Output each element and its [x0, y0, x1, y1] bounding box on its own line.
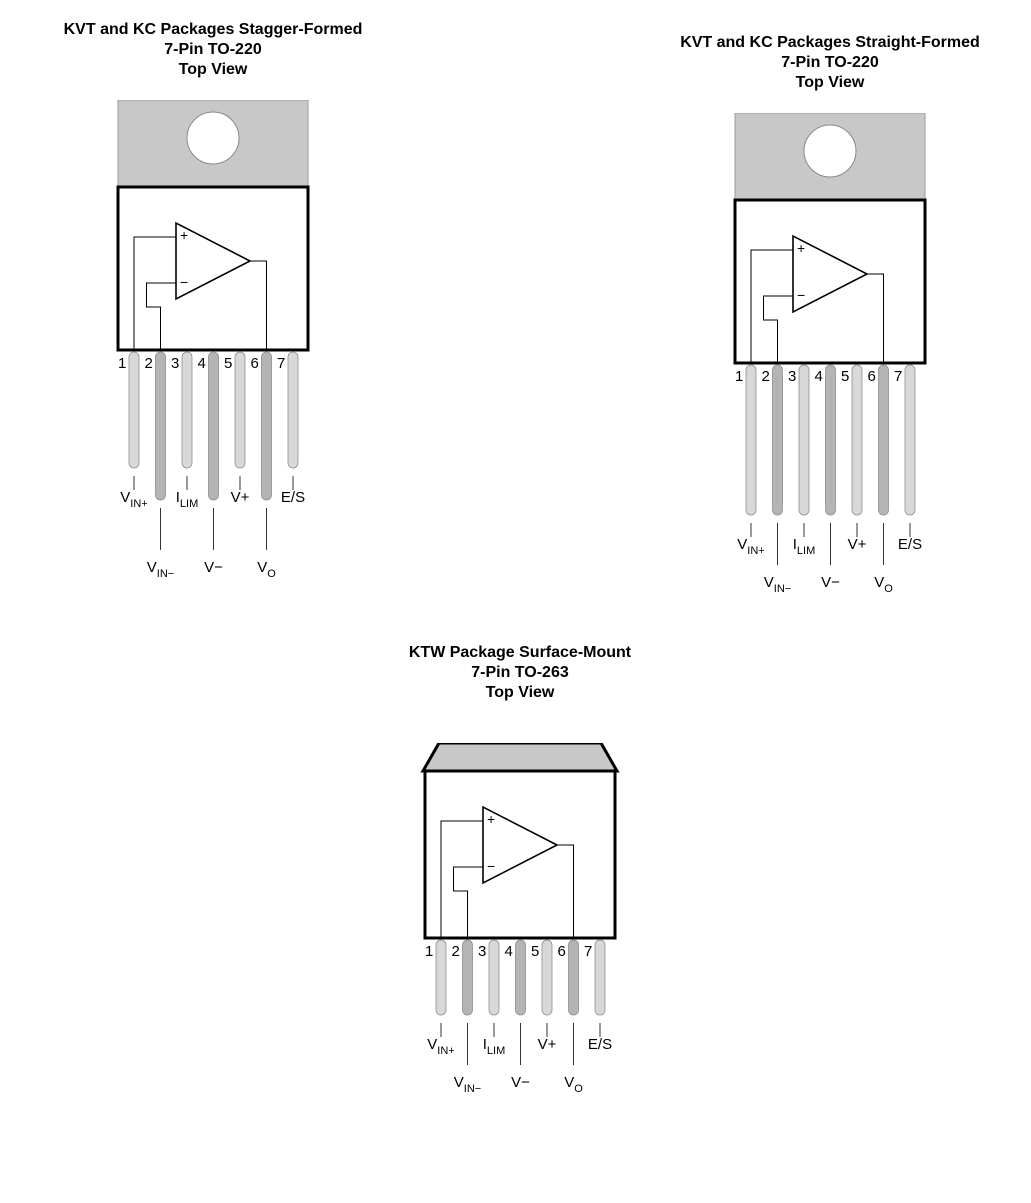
- title-line-1: KVT and KC Packages Stagger-Formed: [63, 21, 363, 38]
- pin-label: VIN−: [764, 574, 791, 595]
- package-title: KVT and KC Packages Straight-Formed 7-Pi…: [637, 33, 1023, 93]
- pin-label: ILIM: [483, 1036, 506, 1057]
- pin-lead: [878, 364, 889, 516]
- pin-lead: [488, 939, 500, 1016]
- pin-label: VIN+: [427, 1036, 454, 1057]
- pin-number: 1: [118, 355, 126, 372]
- mounting-hole-icon: [803, 124, 857, 178]
- heatsink-tab: [420, 743, 620, 773]
- pin-label: VIN−: [147, 559, 174, 580]
- pin-number: 3: [478, 943, 486, 960]
- wire-inverting-input: [453, 866, 483, 938]
- pin-label: VO: [874, 574, 893, 595]
- pin-number: 1: [735, 368, 743, 385]
- title-line-1: KTW Package Surface-Mount: [408, 644, 632, 661]
- pin-number: 3: [788, 368, 796, 385]
- pin-lead: [594, 939, 606, 1016]
- wire-inverting-input: [763, 295, 793, 363]
- pin-number: 6: [251, 355, 259, 372]
- pin-lead: [825, 364, 836, 516]
- pin-label: VO: [257, 559, 276, 580]
- pin-number: 4: [198, 355, 206, 372]
- pin-label: V−: [511, 1074, 530, 1091]
- wire-noninverting-input: [440, 820, 483, 938]
- pin-label: V−: [204, 559, 223, 576]
- wire-output: [557, 844, 574, 938]
- pin-number: 2: [762, 368, 770, 385]
- pin-number: 2: [145, 355, 153, 372]
- pin-label: VIN+: [120, 489, 147, 510]
- title-line-1: KVT and KC Packages Straight-Formed: [680, 34, 980, 51]
- pin-label: VIN−: [454, 1074, 481, 1095]
- wire-noninverting-input: [750, 249, 793, 363]
- pin-lead: [541, 939, 553, 1016]
- pin-lead: [462, 939, 473, 1016]
- opamp-minus-label: −: [797, 287, 805, 303]
- pin-lead: [234, 351, 246, 469]
- pin-lead: [287, 351, 299, 469]
- pin-lead: [904, 364, 916, 516]
- pin-number: 4: [505, 943, 513, 960]
- package-title: KTW Package Surface-Mount 7-Pin TO-263 T…: [327, 643, 713, 703]
- pin-lead: [568, 939, 579, 1016]
- opamp-minus-label: −: [487, 858, 495, 874]
- mounting-hole-icon: [186, 111, 240, 165]
- wire-output: [867, 273, 884, 363]
- opamp-icon: [792, 234, 869, 314]
- pin-lead: [745, 364, 757, 516]
- pin-label: E/S: [281, 489, 305, 506]
- pin-label: ILIM: [176, 489, 199, 510]
- pin-lead: [155, 351, 166, 501]
- pin-lead: [128, 351, 140, 469]
- opamp-plus-label: +: [797, 240, 805, 256]
- pin-label: VIN+: [737, 536, 764, 557]
- pin-lead: [851, 364, 863, 516]
- opamp-minus-label: −: [180, 274, 188, 290]
- pin-lead: [181, 351, 193, 469]
- pin-lead: [798, 364, 810, 516]
- opamp-icon: [482, 805, 559, 885]
- title-line-3: Top View: [795, 74, 865, 91]
- package-drawing: + − 1 VIN+ 2 VIN− 3 ILIM 4 V− 5 V+ 6 VO 7 E/S: [733, 113, 927, 595]
- pin-label: V+: [848, 536, 867, 553]
- title-line-2: 7-Pin TO-263: [471, 664, 569, 681]
- pin-label: ILIM: [793, 536, 816, 557]
- title-line-3: Top View: [178, 61, 248, 78]
- pin-label: V−: [821, 574, 840, 591]
- opamp-plus-label: +: [180, 227, 188, 243]
- pin-lead: [515, 939, 526, 1016]
- wire-inverting-input: [146, 282, 176, 350]
- pin-label: E/S: [898, 536, 922, 553]
- pin-number: 6: [868, 368, 876, 385]
- opamp-plus-label: +: [487, 811, 495, 827]
- pin-lead: [772, 364, 783, 516]
- pin-label: V+: [231, 489, 250, 506]
- pin-lead: [435, 939, 447, 1016]
- title-line-2: 7-Pin TO-220: [164, 41, 262, 58]
- package-drawing: + − 1 VIN+ 2 VIN− 3 ILIM 4 V− 5 V+ 6 VO 7 E/S: [420, 743, 620, 1095]
- title-line-3: Top View: [485, 684, 555, 701]
- pin-number: 1: [425, 943, 433, 960]
- package-drawing: + − 1 VIN+ 2 VIN− 3 ILIM 4 V− 5 V+ 6 VO 7 E/S: [116, 100, 310, 580]
- wire-noninverting-input: [133, 236, 176, 350]
- pin-number: 7: [277, 355, 285, 372]
- pin-label: E/S: [588, 1036, 612, 1053]
- pin-number: 7: [584, 943, 592, 960]
- pin-number: 7: [894, 368, 902, 385]
- pin-number: 6: [558, 943, 566, 960]
- pin-number: 5: [531, 943, 539, 960]
- pin-number: 2: [452, 943, 460, 960]
- pin-number: 3: [171, 355, 179, 372]
- title-line-2: 7-Pin TO-220: [781, 54, 879, 71]
- opamp-icon: [175, 221, 252, 301]
- pin-number: 5: [224, 355, 232, 372]
- wire-output: [250, 260, 267, 350]
- pin-lead: [261, 351, 272, 501]
- pin-number: 4: [815, 368, 823, 385]
- package-title: KVT and KC Packages Stagger-Formed 7-Pin…: [20, 20, 406, 80]
- pin-number: 5: [841, 368, 849, 385]
- pin-label: V+: [538, 1036, 557, 1053]
- pin-label: VO: [564, 1074, 583, 1095]
- pin-lead: [208, 351, 219, 501]
